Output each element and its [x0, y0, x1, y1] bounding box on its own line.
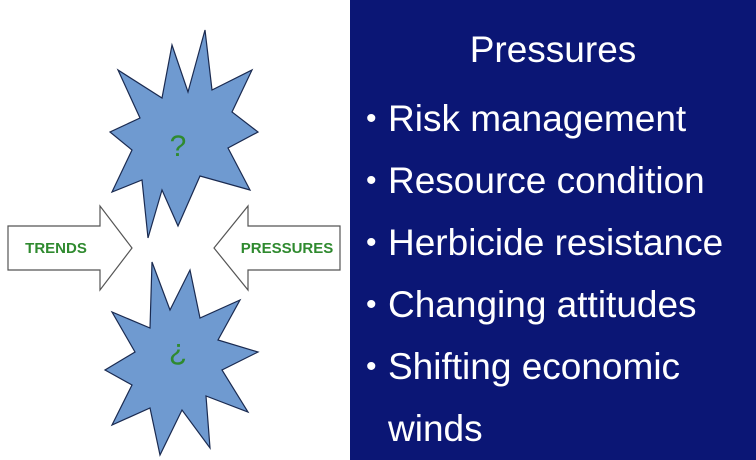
- left-arrow-label: TRENDS: [25, 240, 87, 257]
- bullet: Risk management: [364, 88, 743, 150]
- bottom-burst: [103, 261, 260, 457]
- bullet-list: Risk managementResource conditionHerbici…: [364, 88, 743, 460]
- bullet: Resource condition: [364, 150, 743, 212]
- bottom-burst-label: ?: [170, 337, 187, 370]
- left-arrow: [7, 204, 133, 292]
- right-arrow: [213, 204, 341, 292]
- diagram: ? ? TRENDS PRESSURES: [7, 29, 341, 457]
- bullet: Shifting economic winds: [364, 336, 743, 460]
- bullet: Herbicide resistance: [364, 212, 743, 274]
- top-burst: [108, 29, 260, 239]
- right-arrow-label: PRESSURES: [241, 240, 334, 257]
- top-burst-label: ?: [170, 130, 187, 163]
- panel-title: Pressures: [469, 29, 637, 70]
- bullet: Changing attitudes: [364, 274, 743, 336]
- pressures-panel: Pressures Risk managementResource condit…: [350, 0, 756, 460]
